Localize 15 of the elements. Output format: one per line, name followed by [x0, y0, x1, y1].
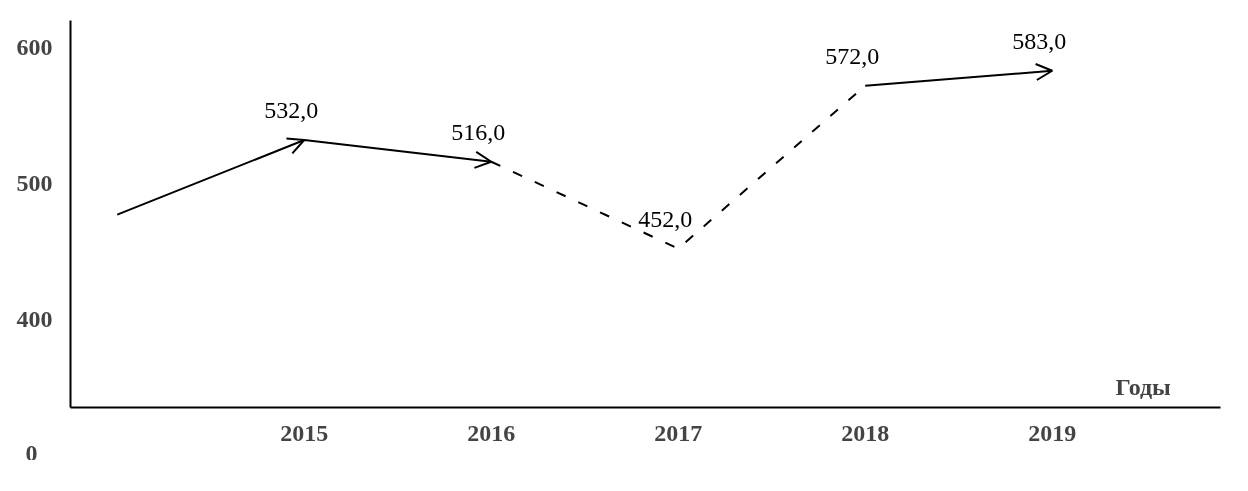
x-tick-label: 2016: [467, 419, 516, 446]
data-label: 452,0: [638, 205, 693, 232]
x-tick-label: 2015: [280, 419, 329, 446]
x-tick-label: 2017: [654, 419, 703, 446]
data-label: 572,0: [825, 42, 880, 69]
y-tick-label: 600: [16, 34, 53, 61]
x-tick-label: 2018: [841, 419, 890, 446]
text: 0: [25, 439, 38, 466]
data-label: 532,0: [264, 96, 319, 123]
x-axis-title: Годы: [1115, 373, 1172, 400]
y-tick-label: 400: [16, 305, 53, 332]
x-tick-label: 2019: [1028, 419, 1077, 446]
data-label: 516,0: [451, 118, 506, 145]
data-label: 583,0: [1012, 27, 1067, 54]
y-tick-label: 500: [16, 169, 53, 196]
